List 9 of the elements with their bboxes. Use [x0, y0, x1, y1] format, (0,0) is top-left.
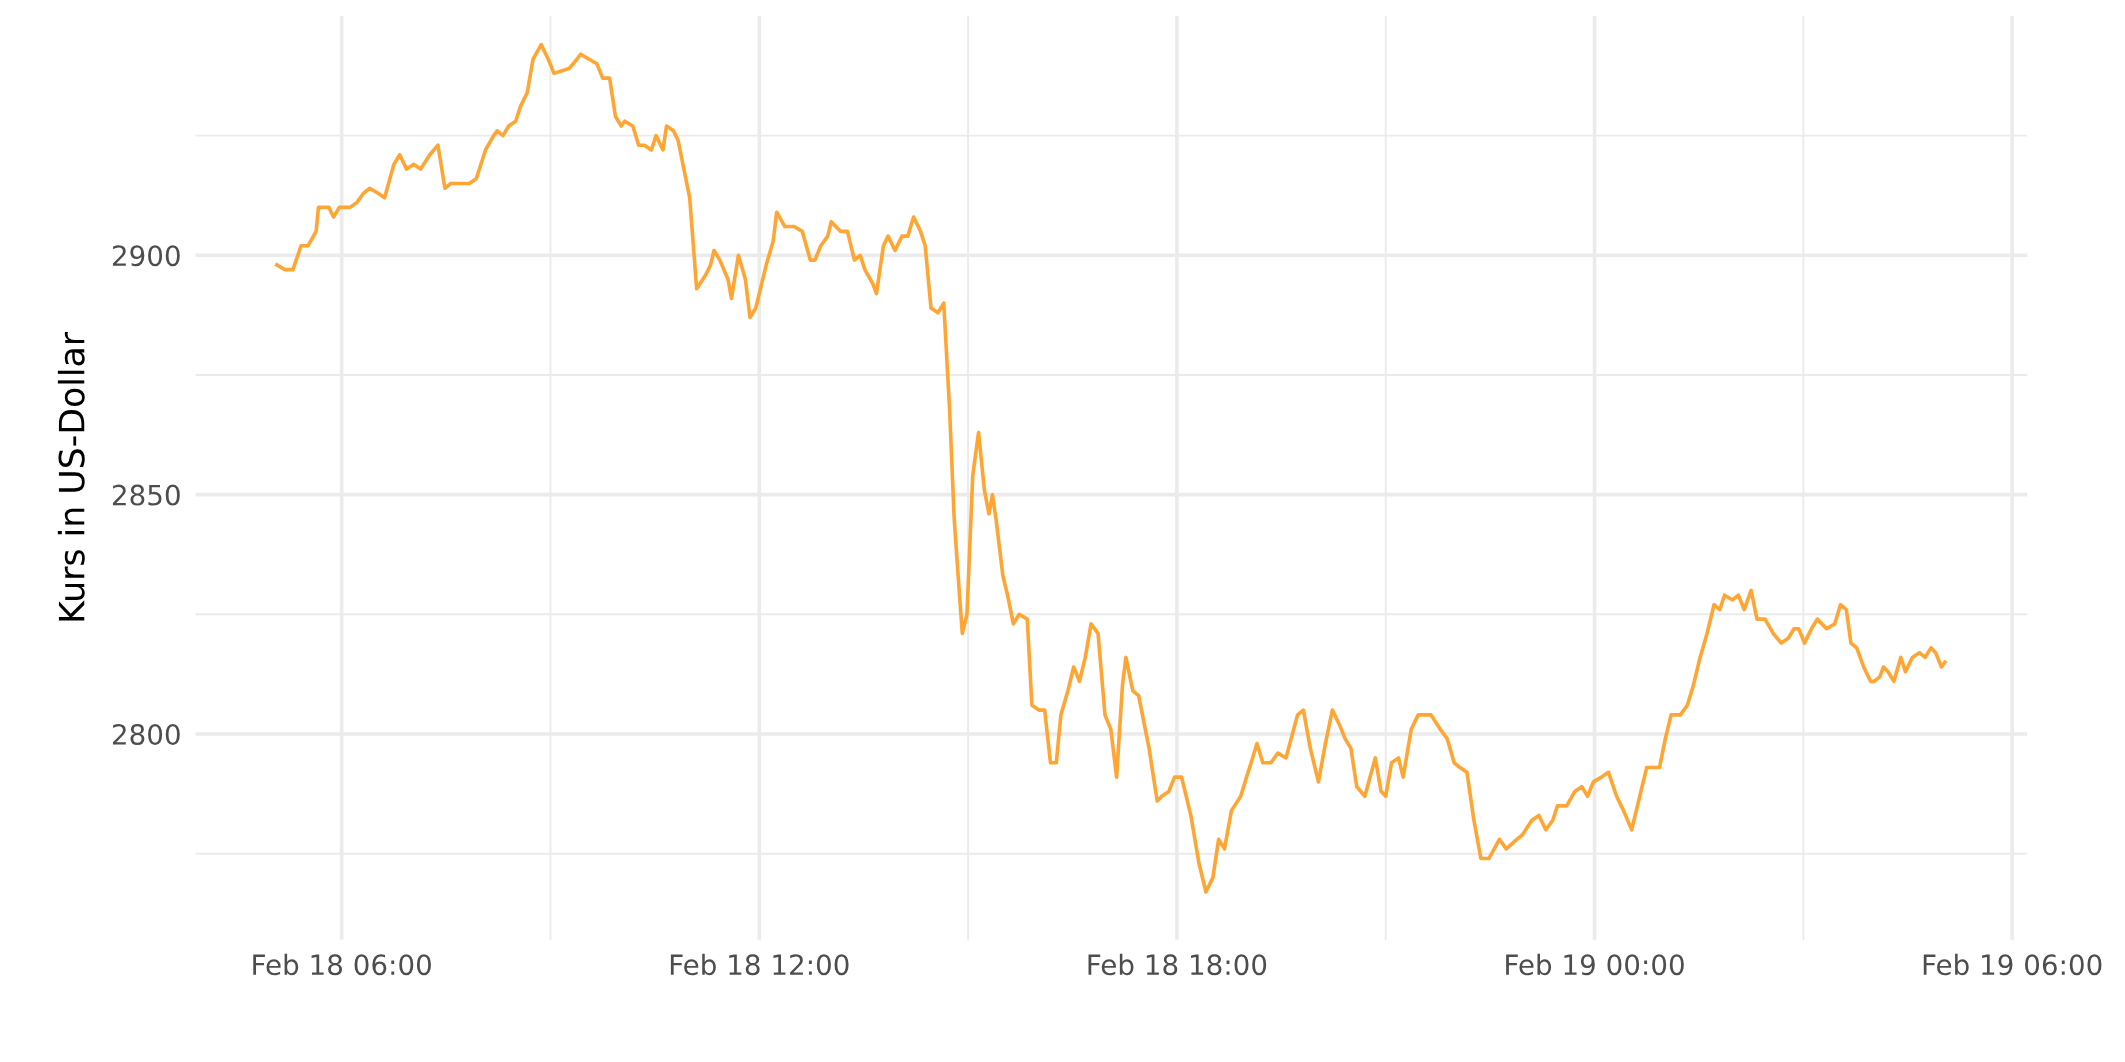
x-tick-label: Feb 18 12:00	[670, 953, 849, 976]
x-tick-label: Feb 19 06:00	[1923, 953, 2102, 976]
x-tick-label: Feb 18 18:00	[1088, 953, 1267, 976]
y-tick-label: 2900	[112, 245, 180, 267]
y-tick-label: 2800	[112, 723, 180, 745]
x-tick-label: Feb 18 06:00	[253, 953, 431, 976]
y-axis-title: Kurs in US-Dollar	[57, 331, 85, 621]
y-tick-label: 2850	[112, 484, 180, 506]
x-tick-label: Feb 19 00:00	[1506, 953, 1684, 976]
